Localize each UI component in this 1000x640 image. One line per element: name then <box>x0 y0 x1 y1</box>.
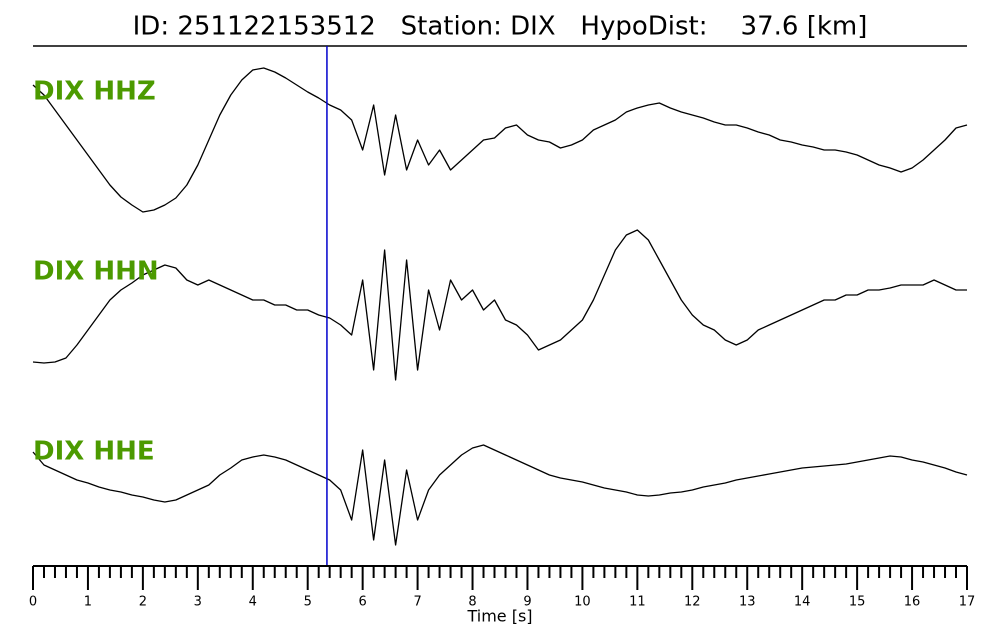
x-tick-label: 14 <box>794 595 811 610</box>
x-tick-label: 9 <box>523 595 531 610</box>
x-tick-label: 15 <box>849 595 866 610</box>
x-tick-label: 3 <box>194 595 202 610</box>
x-tick-label: 16 <box>904 595 921 610</box>
x-tick-label: 1 <box>84 595 92 610</box>
x-tick-label: 12 <box>684 595 701 610</box>
x-tick-label: 13 <box>739 595 756 610</box>
x-tick-label: 2 <box>139 595 147 610</box>
trace-label: DIX HHN <box>33 257 159 287</box>
trace-label: DIX HHE <box>33 437 155 467</box>
x-tick-label: 8 <box>468 595 476 610</box>
x-tick-label: 17 <box>959 595 976 610</box>
trace <box>32 444 968 546</box>
x-tick-label: 4 <box>249 595 257 610</box>
x-tick-label: 0 <box>29 595 37 610</box>
x-tick-label: 5 <box>304 595 312 610</box>
x-tick-label: 7 <box>413 595 421 610</box>
x-axis-label: Time [s] <box>466 607 532 626</box>
x-tick-label: 10 <box>574 595 591 610</box>
x-tick-label: 6 <box>359 595 367 610</box>
chart-title: ID: 251122153512 Station: DIX HypoDist: … <box>133 12 868 42</box>
trace-label: DIX HHZ <box>33 77 156 107</box>
trace <box>32 67 968 213</box>
trace <box>32 229 967 381</box>
x-tick-label: 11 <box>629 595 646 610</box>
